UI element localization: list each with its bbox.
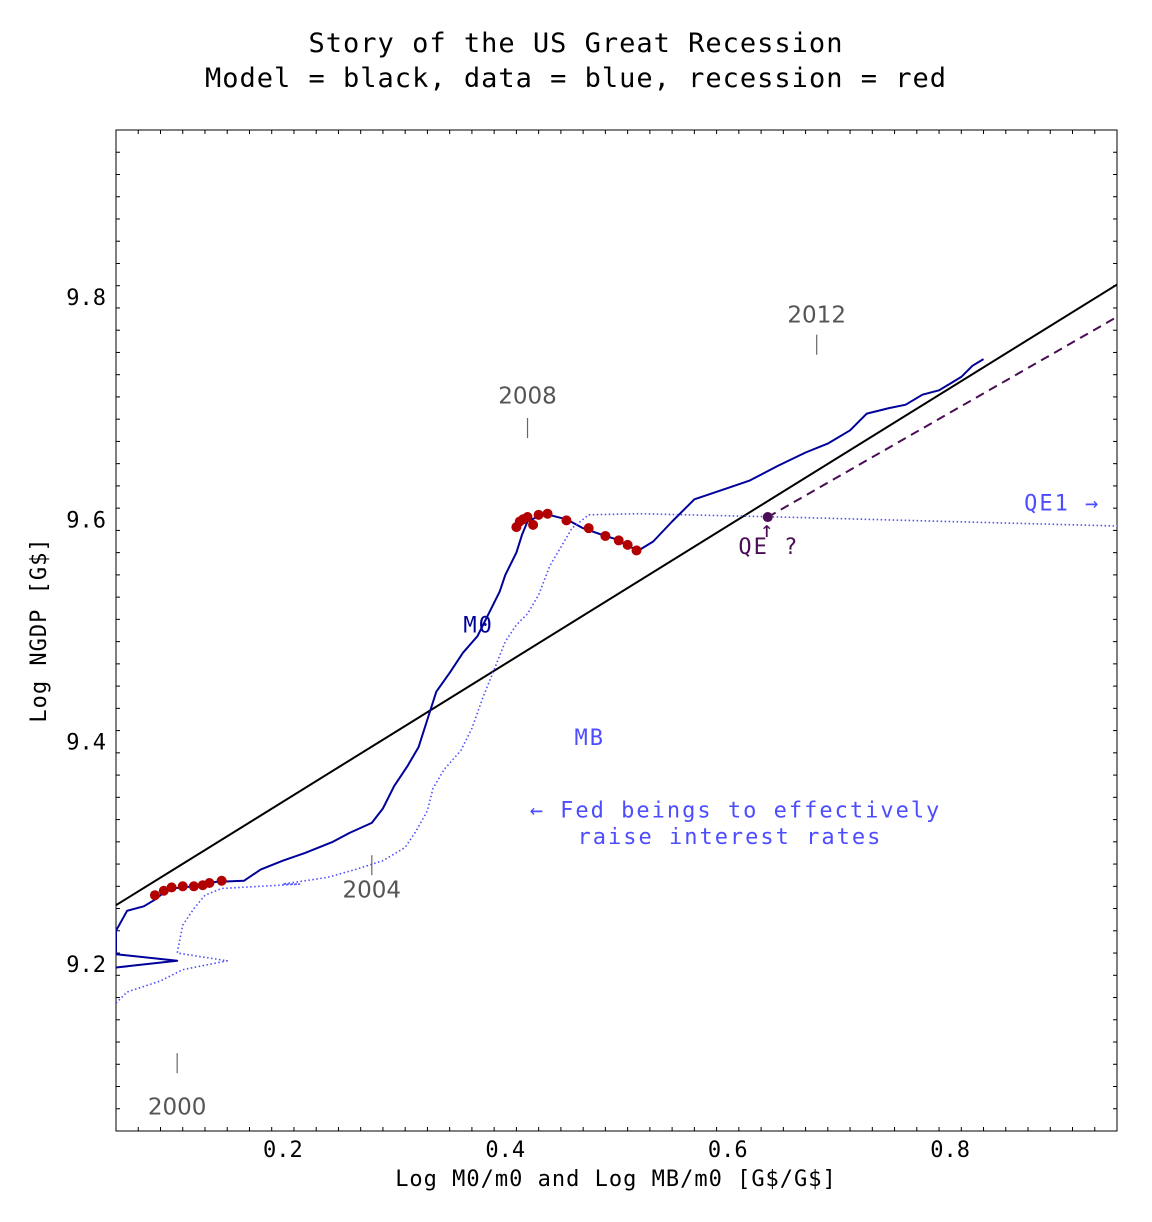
year-label-2012: 2012 — [787, 302, 846, 328]
recession-point — [522, 512, 533, 523]
annotation-mb: MB — [575, 726, 606, 751]
chart-title-line-1: Story of the US Great Recession — [308, 28, 844, 59]
recession-point — [622, 539, 633, 550]
x-tick-label: 0.2 — [263, 1138, 303, 1163]
recession-point — [158, 885, 169, 896]
recession-points-group — [149, 508, 773, 901]
y-axis-label: Log NGDP [G$] — [27, 537, 52, 722]
series-line-qe — [767, 316, 1117, 518]
annotation-fed2: raise interest rates — [577, 825, 882, 850]
year-label-2008: 2008 — [498, 384, 557, 410]
recession-point — [613, 535, 624, 546]
chart-title: Story of the US Great Recession Model = … — [0, 26, 1152, 96]
x-tick-label: 0.4 — [485, 1138, 525, 1163]
annotation-fed1: ← Fed beings to effectively — [530, 798, 942, 823]
recession-point — [528, 519, 539, 530]
recession-point — [542, 508, 553, 519]
labels-group: 2000 2004 2008 2012 M0 MB QE1 → QE ?↑ ← Fed bein… — [148, 302, 1100, 1120]
recession-point — [631, 545, 642, 556]
year-label-2000: 2000 — [148, 1094, 207, 1120]
y-tick-label: 9.4 — [66, 731, 106, 756]
axis-ticks: 0.2 0.4 0.6 0.8 9.2 9.4 9.6 9.8 — [66, 129, 1118, 1163]
recession-point — [600, 530, 611, 541]
recession-point — [583, 523, 594, 534]
x-tick-label: 0.6 — [708, 1138, 748, 1163]
annotation-qe: QE ? — [738, 535, 799, 560]
recession-point — [166, 882, 177, 893]
year-label-2004: 2004 — [343, 877, 402, 903]
series-line-mb — [116, 512, 1117, 1004]
qe-point — [762, 512, 773, 523]
recession-point — [149, 890, 160, 901]
recession-point — [204, 877, 215, 888]
annotation-qe_arrow: ↑ — [760, 518, 775, 543]
y-tick-label: 9.8 — [66, 286, 106, 311]
recession-point — [188, 881, 199, 892]
x-axis-label: Log M0/m0 and Log MB/m0 [G$/G$] — [395, 1167, 837, 1192]
series-group — [116, 283, 1117, 1004]
recession-point — [216, 875, 227, 886]
x-tick-label: 0.8 — [930, 1138, 970, 1163]
chart-title-line-2: Model = black, data = blue, recession = … — [205, 63, 947, 94]
y-tick-label: 9.6 — [66, 508, 106, 533]
annotation-m0: M0 — [463, 614, 494, 639]
recession-point — [177, 881, 188, 892]
series-line-model — [116, 283, 1117, 907]
annotation-qe1: QE1 → — [1024, 491, 1100, 516]
plot-frame — [115, 129, 1118, 1132]
recession-point — [561, 515, 572, 526]
recession-point — [533, 509, 544, 520]
series-line-m0 — [116, 358, 985, 969]
y-tick-label: 9.2 — [66, 953, 106, 978]
